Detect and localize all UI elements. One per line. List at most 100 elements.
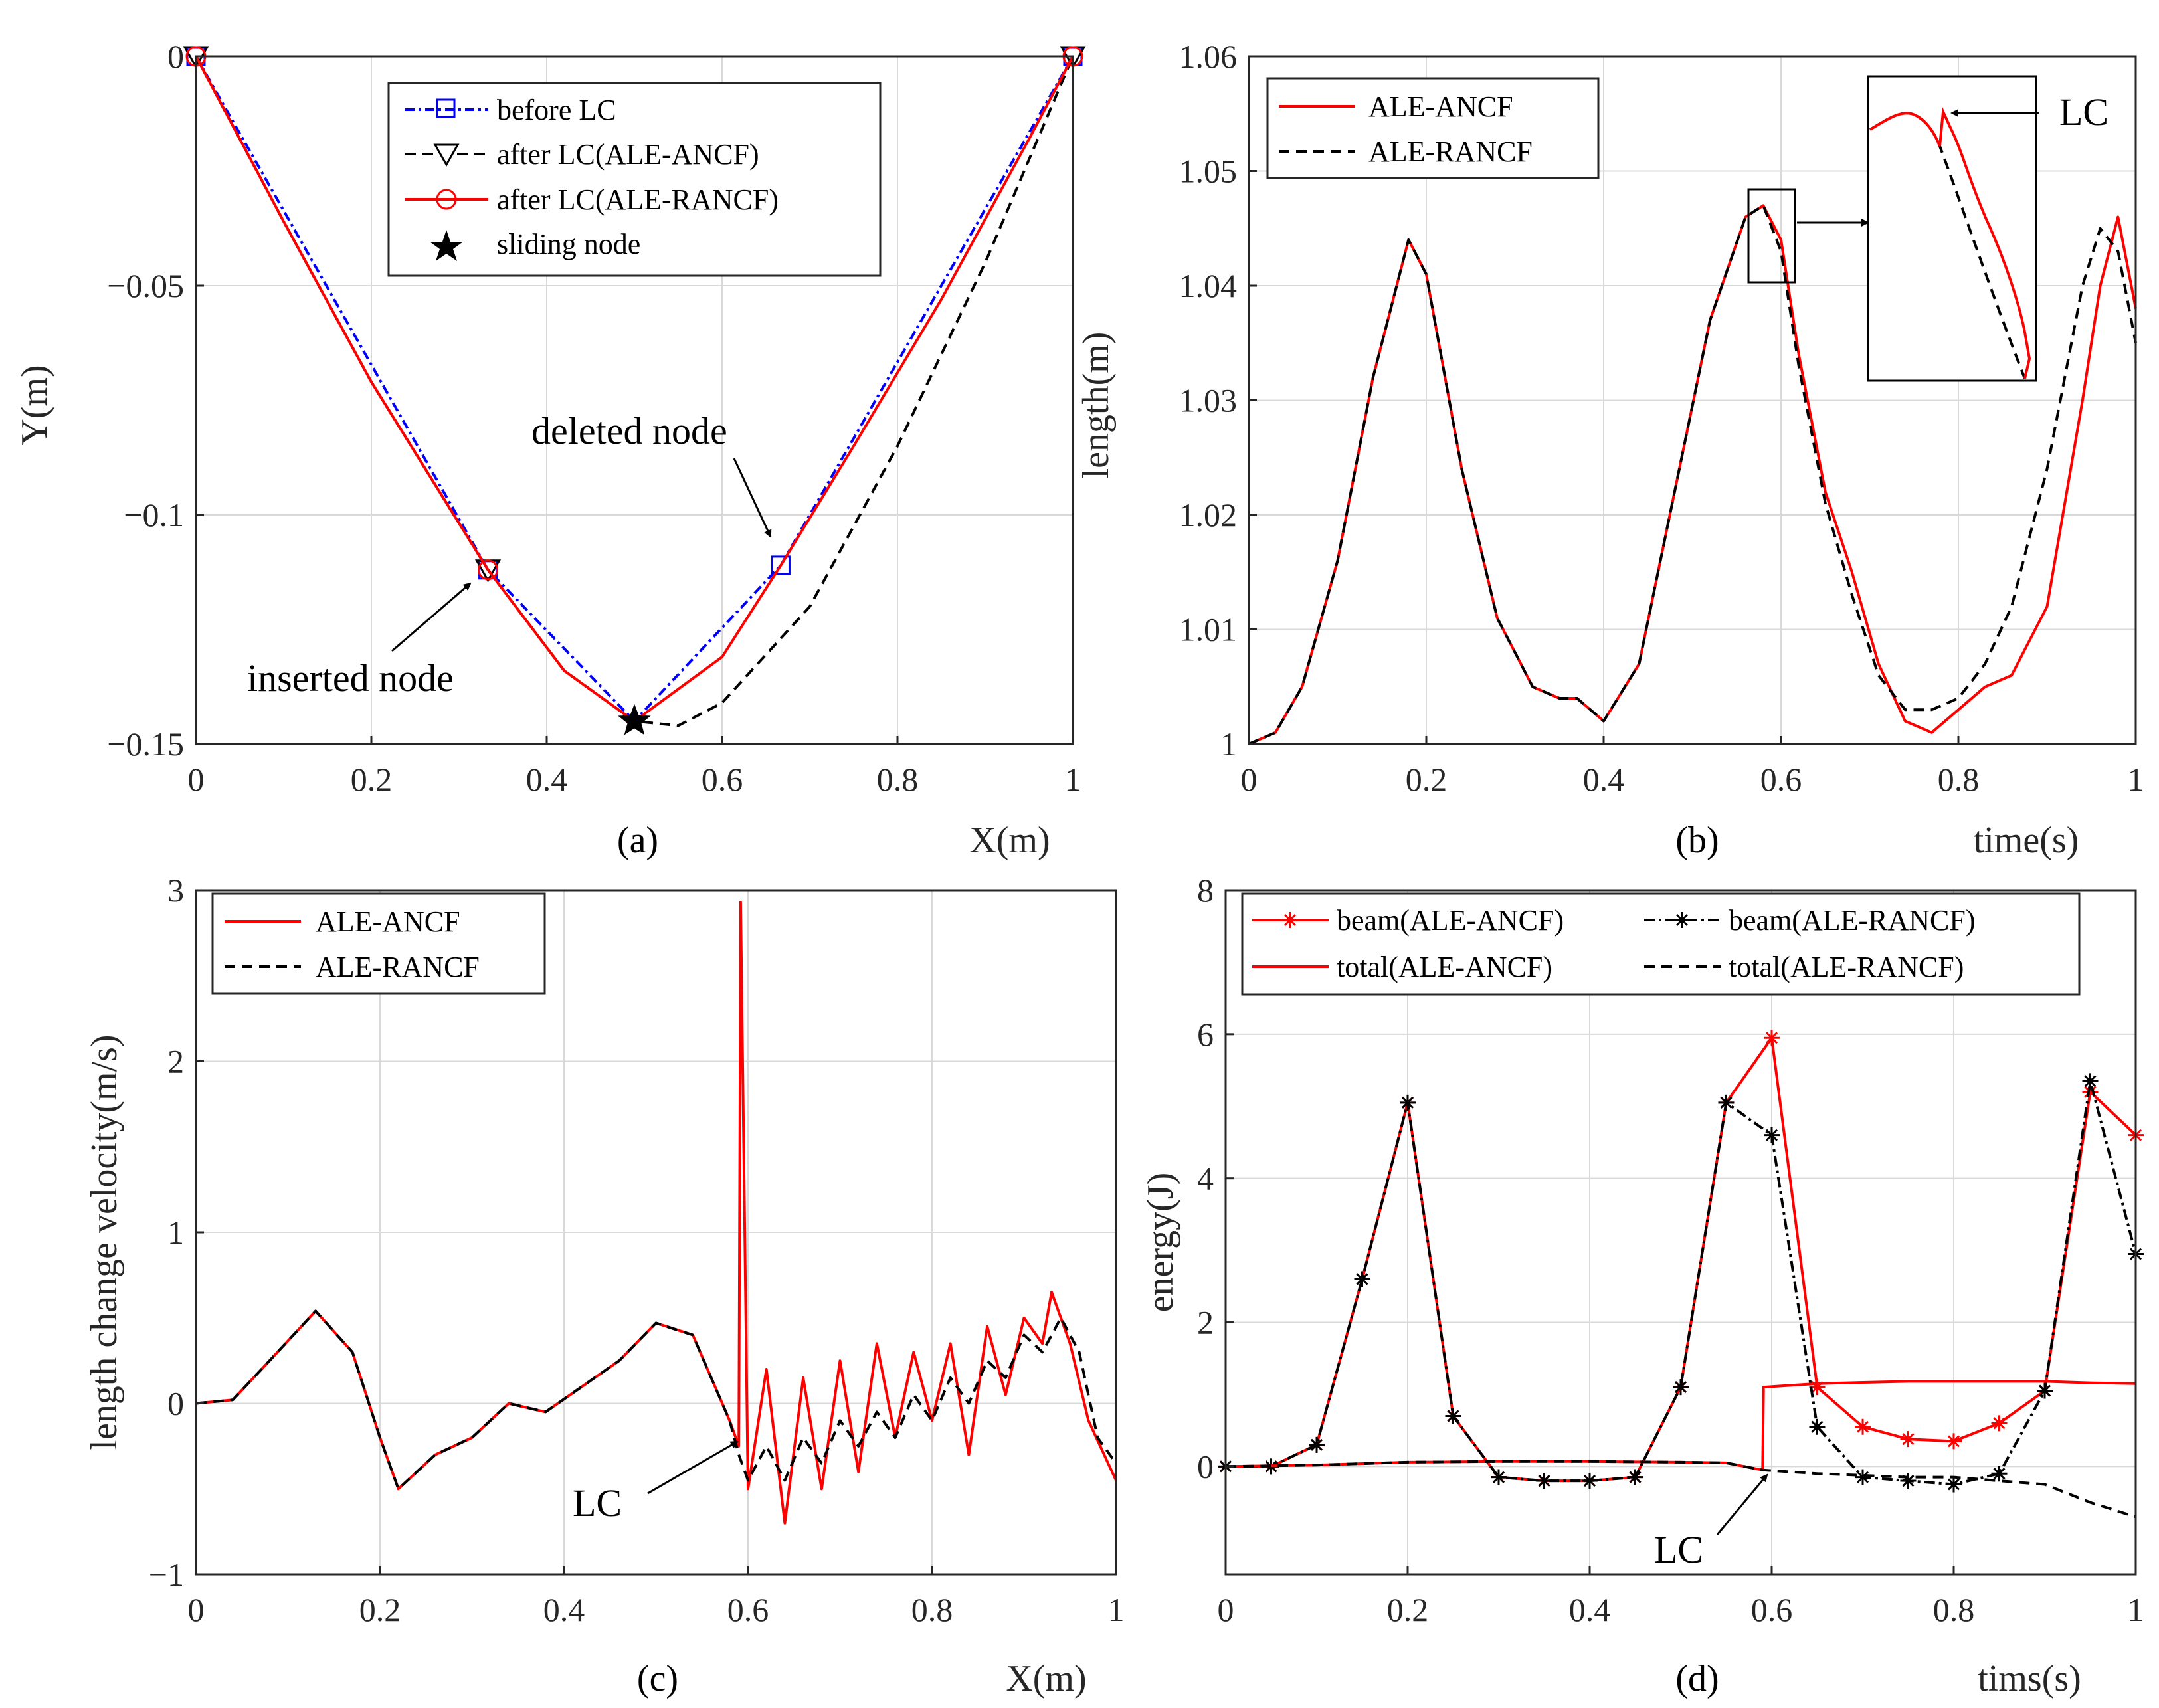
series-beam-ale-rancf-point [1627, 1469, 1643, 1485]
series-beam-ale-ancf-point [1764, 1030, 1780, 1046]
series-after-lc-ale-ancf-line [195, 56, 1074, 727]
series-beam-ale-rancf-point [1536, 1473, 1552, 1489]
panel-d-annotation-lc: LC [1654, 1528, 1703, 1571]
panel-b-zoom-source-box [1747, 188, 1796, 284]
y-tick-label: 0 [167, 1385, 184, 1422]
panel-b-inset-box [1867, 75, 2037, 382]
series-before-lc-point [771, 555, 791, 575]
legend-c-rancf: ALE-RANCF [316, 951, 480, 983]
y-tick-label: 1.04 [1179, 267, 1238, 304]
y-tick-label: −0.15 [107, 725, 184, 763]
panel-a-axes [195, 55, 1074, 745]
series-beam-ale-rancf-point [1718, 1094, 1735, 1111]
series-beam-ale-rancf-point [1673, 1379, 1689, 1396]
panel-a-ticks: 0 0.2 0.4 0.6 0.8 1 0 −0.05 −0.1 −0.15 [107, 38, 1081, 798]
x-tick-label: 0.4 [526, 761, 568, 798]
y-tick-label: 2 [1197, 1304, 1214, 1341]
series-beam-ale-rancf-point [1855, 1469, 1871, 1485]
series-beam-ale-ancf-point [1991, 1415, 2008, 1432]
x-tick-label: 0.8 [1938, 761, 1980, 798]
panel-b: 0 0.2 0.4 0.6 0.8 111.011.021.031.041.051.06 … [1076, 38, 2144, 861]
x-tick-label: 0.2 [1406, 761, 1448, 798]
series-ale-rancf-line [1248, 204, 2137, 745]
y-tick-label: 0 [1197, 1448, 1214, 1485]
x-tick-label: 0.2 [1387, 1591, 1429, 1628]
legend-after-ancf-marker [433, 143, 460, 167]
panel-d-axes [1224, 889, 2137, 1576]
series-beam-ale-rancf-line [1226, 1080, 2137, 1486]
x-tick-label: 0.4 [1583, 761, 1625, 798]
legend-sliding-node-marker [430, 230, 463, 261]
panel-a-ylabel: Y(m) [14, 365, 55, 445]
panel-d-legend-box [1241, 892, 2081, 996]
series-beam-ale-rancf-point [2037, 1382, 2053, 1399]
panel-c-xlabel: X(m) [1006, 1658, 1086, 1699]
series-beam-ale-rancf-point [2082, 1073, 2099, 1090]
series-beam-ale-rancf-point [1900, 1473, 1917, 1489]
x-tick-label: 0 [188, 761, 205, 798]
panel-d-label: (d) [1675, 1658, 1719, 1699]
panel-a-xlabel: X(m) [969, 820, 1050, 861]
legend-d-total-ancf: total(ALE-ANCF) [1337, 951, 1552, 983]
series-beam-ale-rancf-point [1491, 1469, 1507, 1485]
x-tick-label: 0 [1218, 1591, 1234, 1628]
x-tick-label: 1 [1065, 761, 1081, 798]
arrow-inserted-node [391, 582, 472, 652]
series-after-lc-ale-rancf-point [478, 559, 499, 581]
series-beam-ale-rancf-point [1946, 1476, 1962, 1493]
series-beam-ale-rancf-point [1354, 1271, 1370, 1287]
x-tick-label: 0.6 [702, 761, 743, 798]
panel-d-xlabel: tims(s) [1978, 1658, 2081, 1699]
legend-b-ancf: ALE-ANCF [1368, 90, 1513, 123]
y-tick-label: 1 [167, 1214, 184, 1251]
legend-b-rancf: ALE-RANCF [1368, 136, 1533, 168]
legend-d-beam-rancf: beam(ALE-RANCF) [1729, 904, 1976, 937]
y-tick-label: 8 [1197, 872, 1214, 909]
x-tick-label: 0.8 [911, 1591, 953, 1628]
x-tick-label: 0.4 [543, 1591, 585, 1628]
y-tick-label: 1.06 [1179, 38, 1238, 75]
series-ale-ancf-line [195, 901, 1117, 1525]
y-tick-label: 1 [1220, 725, 1237, 763]
panel-c-ylabel: length change velocity(m/s) [84, 1034, 125, 1450]
x-tick-label: 0.4 [1569, 1591, 1611, 1628]
panel-a: 0 0.2 0.4 0.6 0.8 10−0.05−0.1−0.15 X(m) Y(m) … [14, 38, 1086, 861]
series-beam-ale-ancf-point [1855, 1418, 1871, 1435]
panel-d-lc-arrow [1716, 1473, 1768, 1535]
x-tick-label: 0.6 [1760, 761, 1802, 798]
panel-d-ylabel: energy(J) [1140, 1173, 1181, 1312]
legend-after-ancf: after LC(ALE-ANCF) [497, 138, 759, 171]
x-tick-label: 0.8 [877, 761, 919, 798]
series-beam-ale-ancf-point [1946, 1433, 1962, 1450]
series-beam-ale-rancf-point [1582, 1473, 1598, 1489]
x-tick-label: 0.8 [1933, 1591, 1975, 1628]
x-tick-label: 0.6 [1751, 1591, 1793, 1628]
series-total-ale-rancf-line [1225, 1460, 2136, 1519]
legend-sliding-node: sliding node [497, 228, 640, 260]
series-beam-ale-ancf-line [1226, 1036, 2137, 1483]
series-beam-ale-rancf-point [1991, 1466, 2008, 1482]
legend-before-lc-marker [436, 98, 456, 118]
legend-d-beam-ancf: beam(ALE-ANCF) [1337, 904, 1564, 937]
panel-d: 0 0.2 0.4 0.6 0.8 1 0 2 4 6 8 tims(s) energy(J) (d… [1140, 872, 2144, 1699]
y-tick-label: 0 [167, 38, 184, 75]
panel-b-label: (b) [1675, 820, 1719, 861]
series-beam-ale-rancf-point [1809, 1418, 1826, 1435]
series-beam-ale-rancf-point [1400, 1094, 1416, 1111]
panel-b-legend: ALE-ANCF ALE-RANCF [1266, 77, 1600, 179]
y-tick-label: −0.05 [107, 267, 184, 304]
x-tick-label: 1 [2128, 761, 2144, 798]
x-tick-label: 0.6 [727, 1591, 769, 1628]
panel-c-label: (c) [637, 1658, 678, 1699]
series-beam-ale-ancf-point [1809, 1379, 1826, 1396]
x-tick-label: 1 [1108, 1591, 1125, 1628]
series-beam-ale-ancf-point [1900, 1431, 1917, 1448]
y-tick-label: 1.01 [1179, 611, 1238, 648]
y-tick-label: 4 [1197, 1160, 1214, 1197]
panel-a-legend: before LC after LC(ALE-ANCF) after LC(AL… [387, 82, 882, 277]
series-ale-rancf-line [195, 1309, 1117, 1491]
y-tick-label: 1.02 [1179, 496, 1238, 533]
panel-d-series [1218, 1030, 2144, 1519]
